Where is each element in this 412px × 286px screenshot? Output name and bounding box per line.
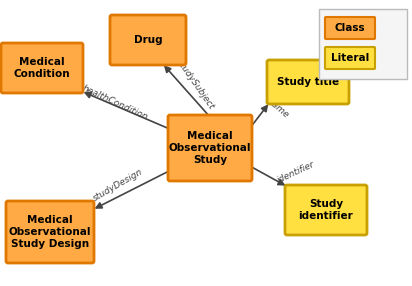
Text: Medical
Observational
Study Design: Medical Observational Study Design <box>9 215 91 249</box>
Text: Medical
Condition: Medical Condition <box>14 57 70 79</box>
Text: identifier: identifier <box>276 159 316 184</box>
Text: name: name <box>265 96 290 120</box>
FancyBboxPatch shape <box>319 9 407 79</box>
Text: Drug: Drug <box>133 35 162 45</box>
Text: Study
identifier: Study identifier <box>299 199 353 221</box>
Text: healthCondition: healthCondition <box>81 84 149 122</box>
Text: studyDesign: studyDesign <box>91 167 145 203</box>
FancyBboxPatch shape <box>6 201 94 263</box>
FancyBboxPatch shape <box>285 185 367 235</box>
Text: studySubject: studySubject <box>174 58 215 112</box>
FancyBboxPatch shape <box>168 115 252 181</box>
FancyBboxPatch shape <box>325 47 375 69</box>
FancyBboxPatch shape <box>325 17 375 39</box>
FancyBboxPatch shape <box>1 43 83 93</box>
Text: Study title: Study title <box>277 77 339 87</box>
Text: Literal: Literal <box>331 53 369 63</box>
FancyBboxPatch shape <box>110 15 186 65</box>
Text: Class: Class <box>335 23 365 33</box>
Text: Medical
Observational
Study: Medical Observational Study <box>169 131 251 165</box>
FancyBboxPatch shape <box>267 60 349 104</box>
